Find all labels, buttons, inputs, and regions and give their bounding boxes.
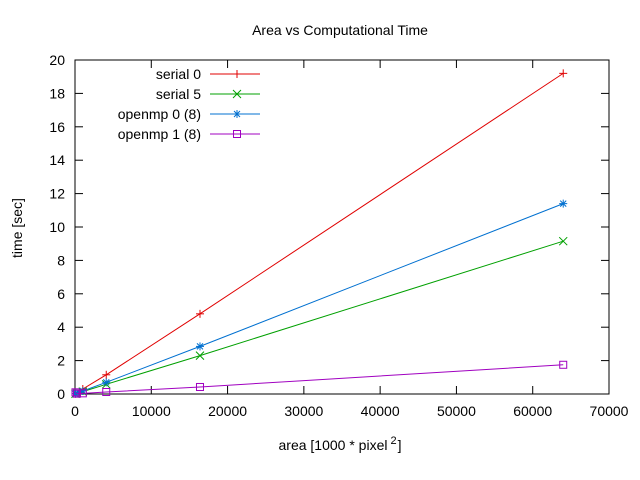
legend-marker: [233, 130, 241, 138]
x-tick-label: 40000: [361, 403, 400, 419]
y-tick-label: 18: [49, 85, 65, 101]
series-line: [75, 240, 564, 395]
x-tick-label: 10000: [132, 403, 171, 419]
legend-label: serial 0: [156, 66, 201, 82]
marker-part: [196, 343, 204, 350]
x-tick-label: 50000: [437, 403, 476, 419]
legend-label: openmp 0 (8): [118, 106, 201, 122]
x-axis-label-superscript: 2: [390, 435, 396, 447]
data-point: [195, 309, 204, 318]
series-line: [75, 364, 564, 395]
x-axis-label: area [1000 * pixel 2]: [279, 435, 402, 453]
data-point: [195, 351, 205, 360]
x-tick-label: 20000: [208, 403, 247, 419]
x-axis-label-end: ]: [398, 437, 402, 453]
marker-part: [78, 389, 87, 398]
legend-label: serial 5: [156, 86, 201, 102]
legend-marker: [232, 89, 242, 99]
data-point: [195, 342, 204, 351]
marker-part: [233, 110, 241, 118]
marker-part: [102, 387, 111, 396]
y-tick-label: 6: [57, 286, 65, 302]
data-point: [102, 378, 111, 387]
y-tick-label: 12: [49, 186, 65, 202]
data-point: [559, 69, 568, 78]
y-tick-label: 8: [57, 252, 65, 268]
legend: serial 0 serial 5 openmp 0 (8) openmp 1 (8): [118, 66, 260, 142]
marker-part: [195, 351, 205, 360]
data-point: [558, 236, 568, 246]
legend-label: openmp 1 (8): [118, 126, 201, 142]
y-axis-label: time [sec]: [9, 198, 25, 258]
data-point: [78, 389, 87, 398]
chart-title: Area vs Computational Time: [252, 22, 428, 38]
marker-part: [559, 360, 568, 369]
y-tick-label: 16: [49, 119, 65, 135]
y-tick-label: 14: [49, 152, 65, 168]
marker-part: [559, 200, 567, 207]
x-tick-label: 70000: [590, 403, 629, 419]
marker-part: [232, 89, 242, 99]
series-layer: [71, 69, 568, 399]
data-point: [72, 389, 81, 398]
data-point: [102, 387, 111, 396]
data-point: [559, 360, 568, 369]
legend-marker: [233, 70, 241, 78]
marker-part: [72, 389, 81, 398]
x-tick-label: 0: [71, 403, 79, 419]
y-tick-label: 0: [57, 386, 65, 402]
marker-part: [195, 382, 204, 391]
data-point: [195, 382, 204, 391]
legend-marker: [233, 110, 241, 118]
y-tick-label: 4: [57, 319, 65, 335]
x-axis-label-main: area [1000 * pixel: [279, 437, 388, 453]
data-point: [102, 370, 111, 379]
x-tick-label: 30000: [284, 403, 323, 419]
axes: 0 2 4 6 8 10 12 14 16 18 20 0 10000 20000 30000 40000 50…: [49, 52, 628, 419]
series-3: [71, 360, 568, 398]
y-tick-label: 20: [49, 52, 65, 68]
y-tick-label: 10: [49, 219, 65, 235]
data-point: [559, 199, 568, 208]
marker-part: [558, 236, 568, 246]
marker-part: [233, 130, 241, 138]
series-line: [75, 203, 564, 395]
y-tick-label: 2: [57, 353, 65, 369]
marker-part: [102, 378, 110, 386]
series-1: [71, 236, 568, 399]
x-tick-label: 60000: [513, 403, 552, 419]
series-2: [71, 199, 568, 398]
